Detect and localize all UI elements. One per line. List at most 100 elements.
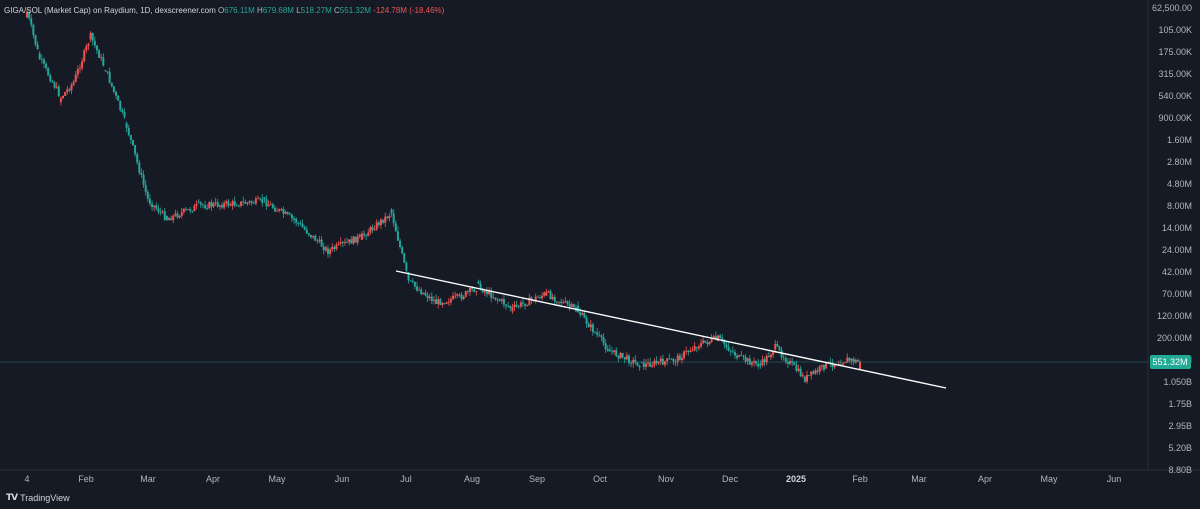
candle-body: [570, 304, 573, 307]
candle-body: [237, 205, 240, 207]
candle-body: [70, 84, 73, 91]
candle-body: [81, 61, 84, 69]
x-tick-label: Sep: [529, 474, 545, 484]
candle-body: [394, 223, 397, 232]
candle-body: [271, 204, 274, 208]
symbol-title[interactable]: GIGA/SOL (Market Cap) on Raydium, 1D, de…: [4, 6, 216, 15]
candle-body: [284, 211, 287, 214]
candle-body: [509, 305, 512, 308]
candle-body: [859, 362, 861, 370]
candle-body: [204, 205, 207, 209]
candle-body: [808, 375, 811, 376]
candle-body: [47, 68, 50, 76]
candle-body: [485, 290, 488, 295]
candle-body: [661, 358, 664, 365]
candle-body: [157, 208, 160, 212]
candle-body: [261, 198, 264, 203]
candle-body: [87, 43, 90, 46]
candle-body: [159, 211, 162, 213]
candle-body: [644, 363, 647, 367]
candle-body: [352, 236, 355, 244]
candle-body: [447, 302, 450, 303]
candle-body: [551, 296, 554, 299]
y-axis[interactable]: 62,500.00 105.00K 175.00K 315.00K 540.00K 900…: [1152, 3, 1192, 475]
candle-body: [435, 299, 438, 305]
candle-body: [322, 246, 325, 251]
candle-body: [581, 313, 584, 315]
candle-body: [653, 360, 656, 366]
candle-body: [405, 262, 408, 271]
candle-body: [299, 223, 302, 225]
x-tick-label: Feb: [78, 474, 94, 484]
candle-body: [191, 210, 194, 212]
candle-body: [358, 234, 361, 237]
candle-body: [680, 357, 683, 361]
candle-body: [290, 214, 293, 219]
candle-body: [748, 358, 751, 365]
candle-body: [379, 219, 382, 226]
candle-body: [265, 199, 268, 207]
candle-body: [310, 234, 313, 238]
candle-body: [163, 211, 166, 221]
candle-body: [78, 68, 81, 70]
tradingview-label: TradingView: [20, 493, 70, 503]
candle-body: [460, 294, 463, 299]
candle-body: [240, 201, 243, 206]
candle-body: [500, 299, 503, 301]
candle-body: [492, 297, 495, 299]
candle-body: [594, 332, 597, 334]
candle-body: [852, 358, 855, 363]
candle-body: [731, 351, 734, 353]
candle-body: [312, 235, 315, 238]
candle-body: [182, 208, 185, 213]
candle-body: [479, 283, 482, 289]
candle-body: [195, 203, 198, 206]
candle-body: [844, 362, 847, 364]
candle-body: [825, 363, 828, 369]
tradingview-logo-icon: TV: [6, 493, 18, 503]
candle-body: [543, 292, 546, 296]
candle-body: [26, 12, 28, 18]
candle-body: [757, 363, 760, 367]
candle-body: [627, 355, 630, 364]
candle-body: [278, 209, 281, 211]
candle-body: [814, 370, 817, 374]
candle-body: [341, 241, 344, 243]
tradingview-brand[interactable]: TV TradingView: [6, 493, 70, 503]
candle-body: [820, 365, 823, 367]
candle-body: [331, 246, 334, 250]
candle-body: [786, 361, 789, 364]
candle-body: [197, 201, 200, 203]
candle-body: [695, 347, 698, 349]
high-value: 679.68M: [262, 6, 294, 15]
candle-body: [740, 355, 743, 356]
candle-body: [545, 291, 548, 296]
candle-body: [502, 299, 505, 305]
candle-body: [842, 363, 845, 365]
candle-body: [223, 203, 226, 208]
candle-body: [72, 81, 75, 85]
change-value: -124.78M (-18.46%): [373, 6, 445, 15]
x-axis[interactable]: 4 Feb Mar Apr May Jun Jul Aug Sep Oct Nov Dec 2025 Fe…: [24, 474, 1121, 484]
y-tick-label: 1.60M: [1167, 135, 1192, 145]
low-label: L: [296, 6, 301, 15]
candle-body: [638, 365, 641, 368]
candle-body: [600, 335, 603, 338]
candle-body: [49, 75, 52, 82]
last-price-tag: 551.32M: [1150, 355, 1191, 369]
candle-body: [329, 249, 332, 254]
candle-body: [432, 300, 435, 302]
candle-body: [481, 288, 484, 293]
candle-body: [625, 355, 628, 360]
y-tick-label: 1.050B: [1163, 377, 1192, 387]
candle-body: [579, 312, 582, 315]
candle-body: [738, 355, 741, 357]
candle-body: [649, 362, 652, 367]
trendline[interactable]: [395, 270, 947, 389]
x-tick-label: Mar: [140, 474, 156, 484]
candle-body: [541, 295, 544, 299]
candle-body: [683, 351, 686, 358]
x-tick-label: Jun: [335, 474, 350, 484]
candle-body: [98, 50, 101, 58]
